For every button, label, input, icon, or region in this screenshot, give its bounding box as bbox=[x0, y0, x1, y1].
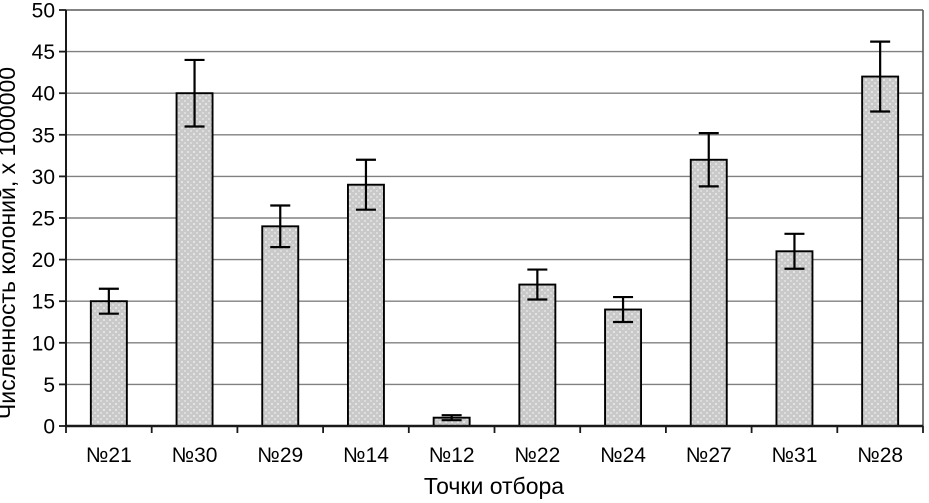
y-tick-label: 10 bbox=[32, 332, 55, 355]
bar bbox=[175, 92, 214, 427]
y-tick-label: 15 bbox=[32, 291, 55, 314]
x-category-label: №22 bbox=[514, 444, 560, 467]
bar bbox=[689, 158, 728, 427]
y-tick-label: 20 bbox=[32, 249, 55, 272]
y-tick-label: 0 bbox=[43, 416, 55, 439]
bar bbox=[89, 300, 128, 427]
y-tick-label: 35 bbox=[32, 124, 55, 147]
x-category-label: №30 bbox=[172, 444, 218, 467]
x-category-label: №21 bbox=[86, 444, 132, 467]
y-tick-label: 45 bbox=[32, 41, 55, 64]
y-tick-label: 5 bbox=[43, 374, 55, 397]
bar bbox=[861, 75, 900, 427]
plot-area: 0 5 10 15 20 25 30 35 40 45 50 №21 №30 №29 №14 №12 №22 №2… bbox=[32, 0, 924, 467]
y-axis-title: Численность колоний, х 1000000 bbox=[0, 67, 20, 419]
x-category-label: №14 bbox=[343, 444, 389, 467]
x-category-label: №29 bbox=[257, 444, 303, 467]
y-tick-label: 40 bbox=[32, 83, 55, 106]
x-category-label: №24 bbox=[600, 444, 646, 467]
x-category-label: №12 bbox=[429, 444, 475, 467]
y-tick-label: 50 bbox=[32, 0, 55, 23]
bar bbox=[775, 250, 814, 427]
y-tick-label: 30 bbox=[32, 166, 55, 189]
y-tick-label: 25 bbox=[32, 208, 55, 231]
bar bbox=[261, 225, 300, 427]
bar bbox=[347, 183, 385, 427]
bar bbox=[604, 308, 642, 427]
x-category-label: №28 bbox=[857, 444, 903, 467]
x-axis-title: Точки отбора bbox=[424, 473, 564, 499]
bar bbox=[518, 283, 557, 427]
x-category-label: №31 bbox=[772, 444, 818, 467]
x-category-label: №27 bbox=[686, 444, 732, 467]
